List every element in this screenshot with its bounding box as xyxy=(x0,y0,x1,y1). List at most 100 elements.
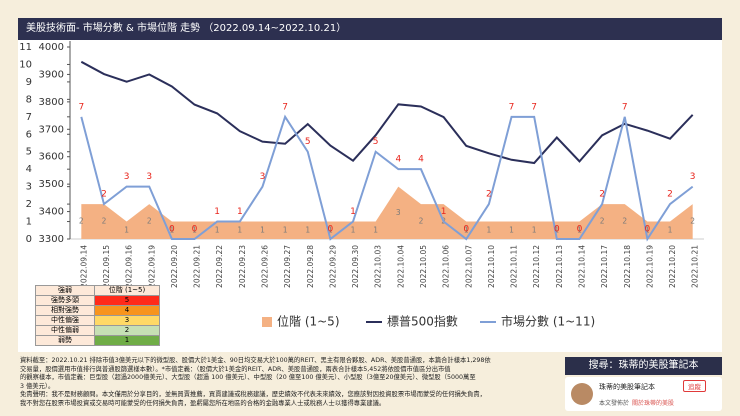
line xyxy=(80,60,694,165)
data-label: 2 xyxy=(101,190,107,200)
area-label: 1 xyxy=(509,225,514,234)
note-line: 交易量，股價選用市值排行與普通股篩選樣本數）。*市值定義：（股價大於1美金的RE… xyxy=(20,365,451,373)
area-label: 1 xyxy=(170,225,175,234)
x-tick-label: 2022.10.20 xyxy=(668,245,677,288)
legend-label: 市場分數 (1~11) xyxy=(501,314,595,329)
y2-tick-label: 3800 xyxy=(39,97,64,108)
avatar xyxy=(571,383,593,405)
x-tick-label: 2022.09.20 xyxy=(170,245,179,288)
area-label: 1 xyxy=(237,225,242,234)
legend-label: 標普500指數 xyxy=(387,314,458,329)
area-label: 2 xyxy=(419,217,424,226)
data-label: 0 xyxy=(645,225,651,235)
note-line: 3 億美元）。 xyxy=(20,382,55,390)
published-in: 本文發佈於 xyxy=(599,400,630,407)
data-label: 1 xyxy=(237,207,243,217)
y2-tick-label: 3700 xyxy=(39,124,64,135)
data-label: 3 xyxy=(124,172,130,182)
area-label: 2 xyxy=(79,217,84,226)
area-label: 1 xyxy=(577,225,582,234)
author-card: 珠蒂的美股筆記本 追蹤 本文發佈於 關於珠蒂的美股 xyxy=(565,377,722,411)
search-banner: 搜尋：珠蒂的美股筆記本 xyxy=(565,357,722,375)
data-label: 7 xyxy=(282,102,288,112)
x-tick-label: 2022.09.14 xyxy=(79,245,88,288)
follow-button[interactable]: 追蹤 xyxy=(683,380,706,392)
y2-tick-label: 4000 xyxy=(39,42,64,53)
data-label: 7 xyxy=(531,102,537,112)
legend-label: 位階 (1~5) xyxy=(277,314,340,329)
x-tick-label: 2022.09.22 xyxy=(215,245,224,288)
y-tick-label: 4 xyxy=(26,164,32,175)
table-cell: 5 xyxy=(94,295,160,306)
area-label: 1 xyxy=(532,225,537,234)
data-label: 0 xyxy=(577,225,583,235)
x-tick-label: 2022.09.19 xyxy=(147,245,156,288)
data-label: 1 xyxy=(214,207,220,217)
data-label: 3 xyxy=(260,172,266,182)
table-header: 強弱 位階 (1~5) xyxy=(35,285,160,296)
table-row: 中性偏弱 2 xyxy=(35,325,160,336)
x-tick-label: 2022.10.07 xyxy=(464,245,473,288)
x-tick-label: 2022.09.21 xyxy=(193,245,202,288)
area-label: 2 xyxy=(622,217,627,226)
note-line: 資料截至：2022.10.21 排除市值3億美元以下的微型股、股價大於1美金、9… xyxy=(20,357,491,364)
y-tick-label: 6 xyxy=(26,129,32,140)
table-row: 強勢多頭 5 xyxy=(35,295,160,306)
data-label: 2 xyxy=(599,190,605,200)
data-label: 1 xyxy=(350,207,356,217)
y-tick-label: 3 xyxy=(26,182,32,193)
area-label: 1 xyxy=(464,225,469,234)
table-row: 中性偏強 3 xyxy=(35,315,160,326)
y2-tick-label: 3400 xyxy=(39,207,64,218)
note-line: 免責聲明：我不是財務顧問。本文僅用於分享目的，並無買賣推薦，買賣建議或稅務建議，… xyxy=(20,391,486,399)
x-tick-label: 2022.10.05 xyxy=(419,245,428,288)
data-label: 0 xyxy=(554,225,560,235)
area-label: 1 xyxy=(328,225,333,234)
y-tick-label: 5 xyxy=(26,147,32,158)
table-row: 弱勢 1 xyxy=(35,335,160,346)
x-tick-label: 2022.10.10 xyxy=(487,245,496,288)
data-label: 0 xyxy=(192,225,198,235)
y2-tick-label: 3500 xyxy=(39,179,64,190)
legend-swatch xyxy=(262,317,272,327)
x-tick-label: 2022.10.14 xyxy=(577,245,586,288)
x-tick-label: 2022.10.06 xyxy=(442,245,451,288)
x-tick-label: 2022.10.04 xyxy=(396,245,405,288)
x-tick-label: 2022.10.13 xyxy=(555,245,564,288)
y-tick-label: 11 xyxy=(19,42,32,53)
area-label: 1 xyxy=(645,225,650,234)
data-label: 2 xyxy=(667,190,673,200)
x-tick-label: 2022.10.11 xyxy=(510,245,519,288)
x-tick-label: 2022.09.27 xyxy=(283,245,292,288)
x-tick-label: 2022.10.03 xyxy=(374,245,383,288)
x-tick-label: 2022.10.18 xyxy=(623,245,632,288)
y2-tick-label: 3300 xyxy=(39,234,64,245)
area-label: 2 xyxy=(600,217,605,226)
area-label: 1 xyxy=(351,225,356,234)
table-cell: 相對強勢 xyxy=(35,305,95,316)
area-label: 1 xyxy=(305,225,310,234)
x-tick-label: 2022.10.21 xyxy=(691,245,700,288)
area-label: 1 xyxy=(283,225,288,234)
y2-tick-label: 3900 xyxy=(39,69,64,80)
area-label: 1 xyxy=(192,225,197,234)
area-label: 2 xyxy=(102,217,107,226)
area-label: 2 xyxy=(147,217,152,226)
table-cell: 2 xyxy=(94,325,160,336)
card-footer: 本文發佈於 關於珠蒂的美股 xyxy=(599,398,674,407)
x-tick-label: 2022.09.15 xyxy=(102,245,111,288)
x-tick-label: 2022.10.19 xyxy=(645,245,654,288)
area xyxy=(81,186,693,239)
card-link[interactable]: 關於珠蒂的美股 xyxy=(632,400,675,407)
table-row: 相對強勢 4 xyxy=(35,305,160,316)
x-tick-label: 2022.10.12 xyxy=(532,245,541,288)
author-name: 珠蒂的美股筆記本 xyxy=(599,383,655,391)
title-bar: 美股技術面- 市場分數 & 市場位階 走勢 （2022.09.14~2022.1… xyxy=(18,18,722,40)
data-label: 7 xyxy=(622,102,628,112)
notes: 資料截至：2022.10.21 排除市值3億美元以下的微型股、股價大於1美金、9… xyxy=(20,357,565,409)
data-label: 5 xyxy=(305,137,311,147)
area-label: 2 xyxy=(690,217,695,226)
y2-tick-label: 3600 xyxy=(39,152,64,163)
y-tick-label: 2 xyxy=(26,199,32,210)
